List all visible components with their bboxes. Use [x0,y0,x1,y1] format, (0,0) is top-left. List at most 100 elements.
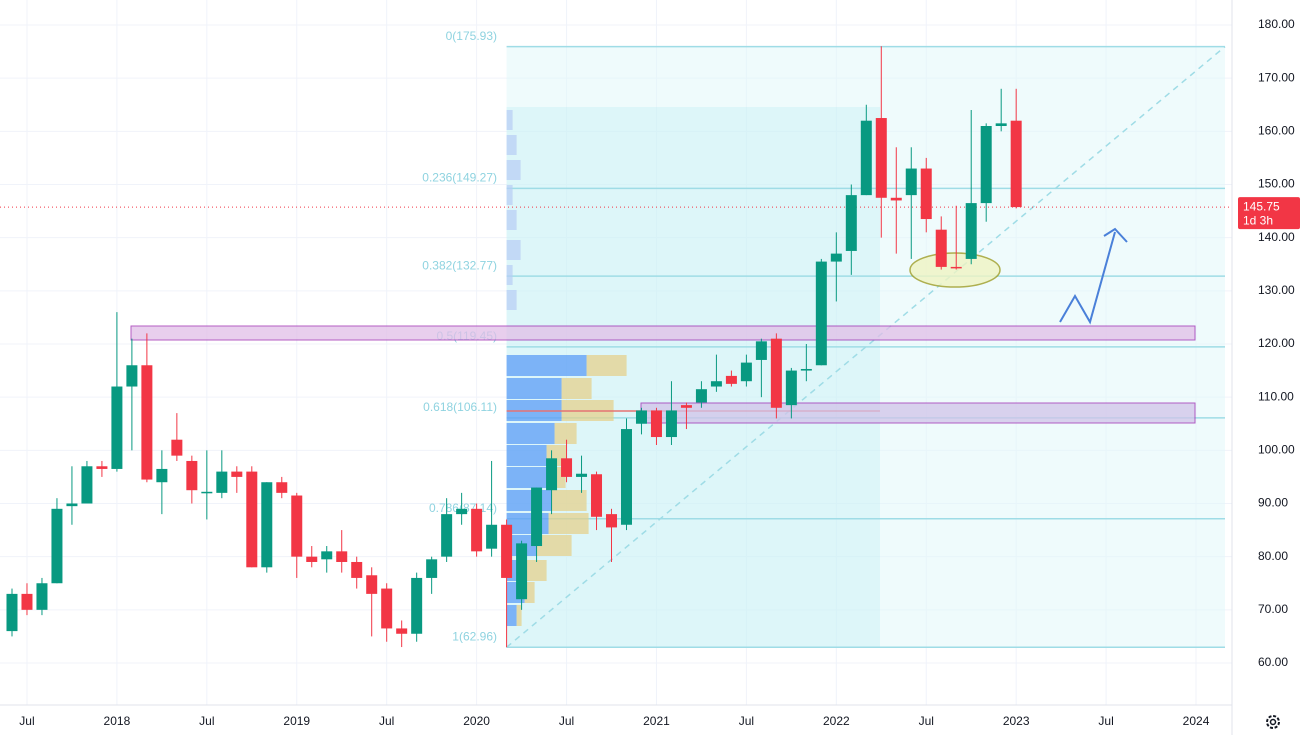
y-tick-label: 120.00 [1258,336,1295,350]
background-layer [0,0,1232,705]
x-tick-label: Jul [559,714,574,728]
volume-profile-bar [506,135,517,155]
volume-profile-bar [554,423,577,444]
candle-layer [6,46,1022,648]
volume-profile-bar [506,210,517,230]
candle-body [606,514,618,528]
candle-body [276,482,288,493]
candle-body [516,543,528,600]
y-tick-label: 100.00 [1258,442,1295,456]
candle-body [740,362,752,382]
volume-profile-bar [506,110,513,130]
x-tick-label: 2020 [463,714,490,728]
candle-body [321,551,333,560]
projection-arrowhead [1103,227,1128,243]
candle-body [920,168,932,220]
candle-body [501,524,513,578]
fib-label: 0.618(106.11) [423,400,497,414]
x-tick-label: Jul [199,714,214,728]
volume-profile-bar [506,423,555,444]
volume-profile-bar [536,535,572,556]
y-tick-label: 180.00 [1258,17,1295,31]
y-tick-label: 130.00 [1258,283,1295,297]
fib-trend-line [506,46,1226,648]
candle-body [291,495,303,557]
x-tick-label: 2019 [283,714,310,728]
candle-body [66,503,78,507]
volume-profile-bar [561,378,592,399]
y-tick-label: 90.00 [1258,496,1288,510]
settings-icon-hole [1269,718,1277,726]
volume-profile-bar [506,445,547,466]
y-tick-label: 70.00 [1258,602,1288,616]
volume-profile-bar [506,467,552,488]
candle-body [860,120,872,196]
candle-body [905,168,917,196]
candle-body [471,508,483,552]
candle-body [680,405,692,408]
volume-profile-zone [506,107,880,648]
last-price-badge [1238,197,1300,230]
candle-body [591,474,603,517]
candle-body [546,458,558,491]
candle-body [845,195,857,251]
volume-profile-bar [506,240,521,260]
candle-body [890,197,902,201]
candle-body [800,368,812,371]
time-axis [0,705,1232,735]
candle-body [381,588,393,629]
countdown-label: 1d 3h [1243,213,1273,227]
y-tick-label: 60.00 [1258,655,1288,669]
candle-body [426,559,438,578]
x-tick-label: 2018 [104,714,131,728]
volume-profile-bar [516,605,522,626]
support-zone [640,402,1196,424]
volume-profile-bar [506,290,517,310]
candle-body [620,429,632,525]
fib-label: 0.382(132.77) [422,258,497,272]
candle-body [261,482,273,568]
volume-profile-bar [526,560,547,581]
x-tick-label: 2023 [1003,714,1030,728]
candle-body [21,593,33,610]
candle-body [650,410,662,438]
candle-body [635,410,647,424]
volume-profile-bar [506,605,517,626]
candle-body [336,551,348,562]
y-tick-label: 160.00 [1258,123,1295,137]
last-price-label: 145.75 [1243,199,1280,213]
candle-body [830,253,842,262]
settings-icon-ring [1266,715,1280,729]
candle-body [126,365,138,387]
settings-icon[interactable] [1266,715,1280,729]
candle-body [665,410,677,438]
y-tick-label: 140.00 [1258,230,1295,244]
volume-profile-bar [506,355,587,376]
volume-profile-bar [506,513,549,534]
candle-body [96,466,108,469]
y-tick-label: 80.00 [1258,549,1288,563]
candle-body [785,370,797,406]
candle-body [576,473,588,477]
candle-body [246,471,258,568]
candle-body [411,577,423,634]
x-tick-label: 2021 [643,714,670,728]
x-tick-label: Jul [919,714,934,728]
volume-profile-bar [586,355,627,376]
volume-profile-bar [548,513,589,534]
volume-profile-bar [506,378,562,399]
fib-label: 0(175.93) [446,29,497,43]
highlight-ellipse [909,252,1001,288]
fib-label: 1(62.96) [452,629,497,643]
projection-arrow [1059,231,1116,325]
volume-profile-bar [506,160,521,180]
volume-profile-bar [524,582,535,603]
y-tick-label: 150.00 [1258,177,1295,191]
candle-body [486,524,498,549]
volume-profile-bar [506,265,513,285]
candle-body [441,514,453,557]
volume-profile-bar [506,185,513,205]
x-tick-label: 2024 [1183,714,1210,728]
